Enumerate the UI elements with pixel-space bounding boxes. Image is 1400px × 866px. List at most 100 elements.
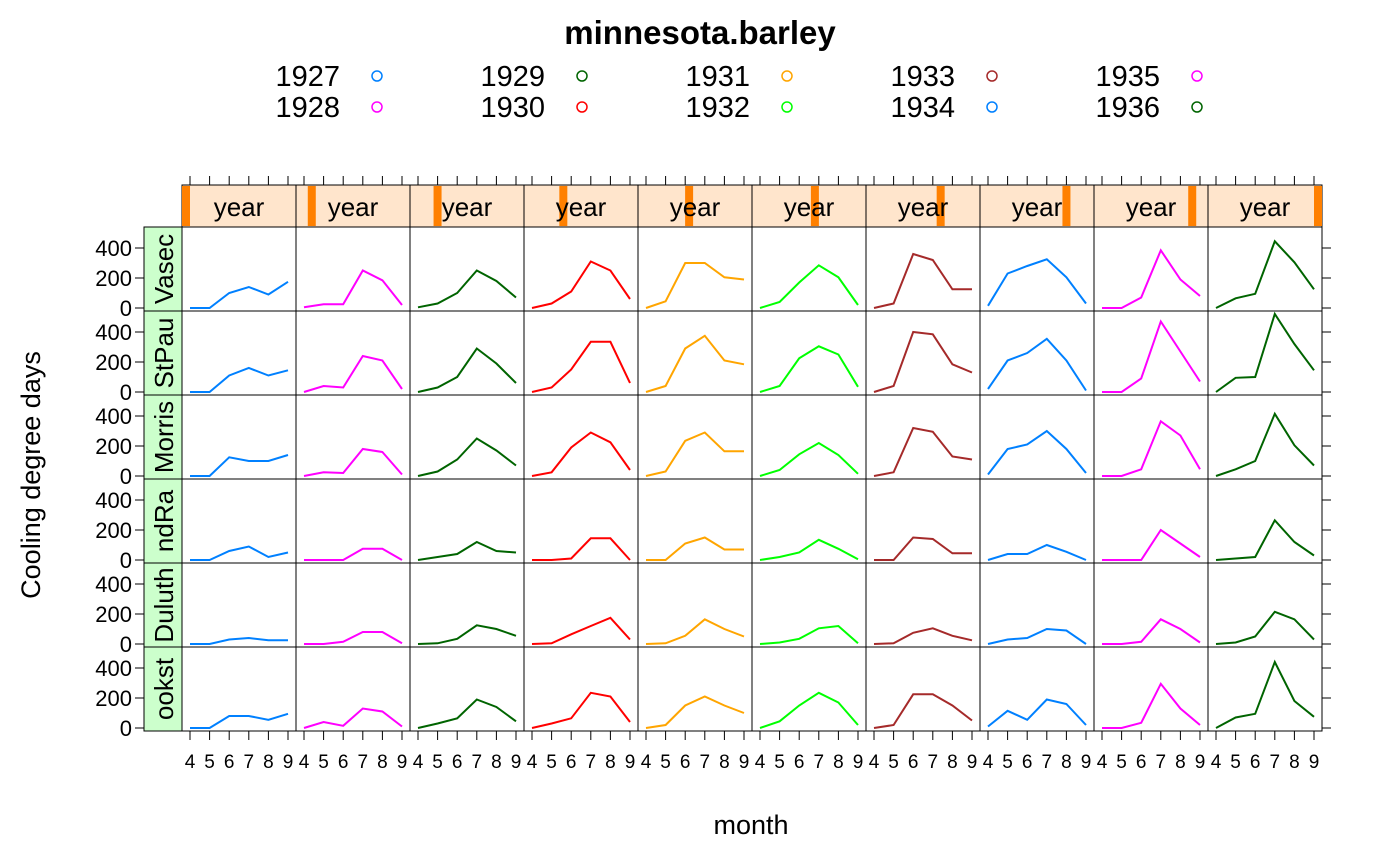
y-tick-label: 400: [95, 656, 132, 681]
series-line: [531, 340, 631, 393]
x-tick-label: 7: [1156, 752, 1167, 773]
x-tick-label: 8: [1061, 752, 1072, 773]
y-tick-label: 0: [120, 380, 132, 405]
series-line: [645, 695, 745, 729]
x-tick-label: 4: [527, 752, 538, 773]
x-tick-label: 9: [1081, 752, 1092, 773]
y-tick-label: 0: [120, 464, 132, 489]
panel: [1093, 394, 1209, 480]
y-tick-label: 400: [95, 236, 132, 261]
x-tick-label: 6: [452, 752, 463, 773]
row-strip-label: StPau: [149, 318, 179, 389]
y-tick-label: 200: [95, 602, 132, 627]
panel: [295, 478, 411, 564]
panel: [409, 562, 525, 648]
panel: [979, 310, 1095, 396]
column-strip-indicator: [307, 186, 316, 226]
y-tick-label: 200: [95, 518, 132, 543]
panel: [409, 646, 525, 732]
x-tick-label: 9: [1195, 752, 1206, 773]
x-tick-label: 5: [318, 752, 329, 773]
column-strip-label: year: [1012, 192, 1063, 222]
x-tick-label: 5: [1116, 752, 1127, 773]
panel: [523, 310, 639, 396]
series-line: [1215, 610, 1315, 645]
x-tick-label: 6: [1022, 752, 1033, 773]
column-strip-label: year: [214, 192, 265, 222]
x-tick-label: 7: [1042, 752, 1053, 773]
x-tick-label: 7: [586, 752, 597, 773]
x-tick-label: 7: [700, 752, 711, 773]
panel: [523, 226, 639, 312]
legend-marker: [371, 101, 383, 113]
x-tick-label: 8: [263, 752, 274, 773]
legend-label: 1933: [890, 61, 955, 93]
column-strip-label: year: [1240, 192, 1291, 222]
legend-marker: [576, 70, 588, 82]
series-line: [1215, 659, 1315, 729]
panel: [1093, 562, 1209, 648]
panel: [181, 394, 297, 480]
x-tick-label: 9: [967, 752, 978, 773]
x-tick-label: 5: [1230, 752, 1241, 773]
panel: [1207, 310, 1323, 396]
x-tick-label: 8: [491, 752, 502, 773]
series-line: [987, 543, 1087, 561]
panel: [295, 394, 411, 480]
column-strip: [637, 184, 753, 228]
series-line: [190, 636, 288, 645]
x-tick-label: 4: [299, 752, 310, 773]
panel: [181, 310, 297, 396]
panel: [865, 226, 981, 312]
series-line: [759, 345, 859, 393]
row-strip-label: Morris: [149, 401, 179, 473]
panel: [181, 562, 297, 648]
column-strip: [523, 184, 639, 228]
panel: [181, 646, 297, 732]
y-tick-label: 200: [95, 350, 132, 375]
column-strip: [409, 184, 525, 228]
series-line: [645, 334, 745, 393]
legend-marker: [781, 101, 793, 113]
x-tick-label: 6: [1250, 752, 1261, 773]
x-tick-label: 9: [511, 752, 522, 773]
series-line: [759, 691, 859, 729]
x-tick-label: 4: [1097, 752, 1108, 773]
series-line: [304, 631, 403, 645]
x-tick-label: 8: [1175, 752, 1186, 773]
series-line: [303, 707, 403, 729]
column-strip-indicator: [685, 186, 694, 226]
panel: [409, 478, 525, 564]
panel: [865, 310, 981, 396]
panel: [523, 562, 639, 648]
column-strip: [979, 184, 1095, 228]
x-tick-label: 9: [625, 752, 636, 773]
series-line: [531, 260, 631, 309]
panel: [1207, 646, 1323, 732]
panel: [1093, 226, 1209, 312]
column-strip-label: year: [784, 192, 835, 222]
x-tick-label: 5: [888, 752, 899, 773]
legend-label: 1934: [890, 92, 955, 124]
series-line: [417, 437, 517, 477]
panel: [295, 310, 411, 396]
column-strip-label: year: [556, 192, 607, 222]
x-tick-label: 5: [546, 752, 557, 773]
column-strip-label: year: [1126, 192, 1177, 222]
column-strip-indicator: [433, 186, 442, 226]
legend-marker: [986, 101, 998, 113]
series-line: [190, 454, 289, 477]
x-tick-label: 5: [774, 752, 785, 773]
series-line: [1102, 248, 1201, 309]
legend-label: 1932: [685, 92, 750, 124]
series-line: [645, 431, 744, 477]
x-tick-label: 5: [204, 752, 215, 773]
legend-label: 1936: [1095, 92, 1160, 124]
series-line: [1215, 239, 1315, 309]
series-line: [532, 537, 631, 561]
series-line: [987, 337, 1087, 392]
x-tick-label: 4: [869, 752, 880, 773]
series-line: [417, 624, 517, 645]
series-line: [1102, 528, 1201, 561]
series-line: [1215, 311, 1315, 393]
